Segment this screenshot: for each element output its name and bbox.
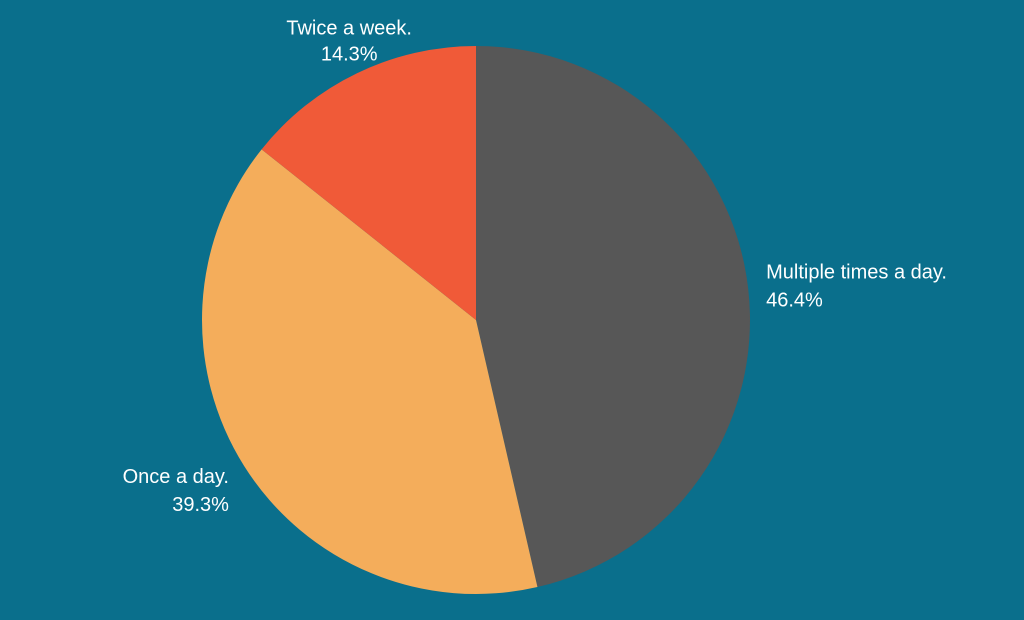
pie-slice	[476, 46, 751, 588]
slice-label: Multiple times a day.	[766, 261, 947, 283]
slice-value-label: 14.3%	[321, 43, 378, 65]
pie-slice	[261, 46, 476, 320]
slice-label: Once a day.	[123, 466, 229, 488]
slice-value-label: 39.3%	[172, 494, 229, 516]
slice-label: Twice a week.	[286, 17, 412, 39]
pie-slice	[201, 149, 538, 595]
slice-value-label: 46.4%	[766, 289, 823, 311]
